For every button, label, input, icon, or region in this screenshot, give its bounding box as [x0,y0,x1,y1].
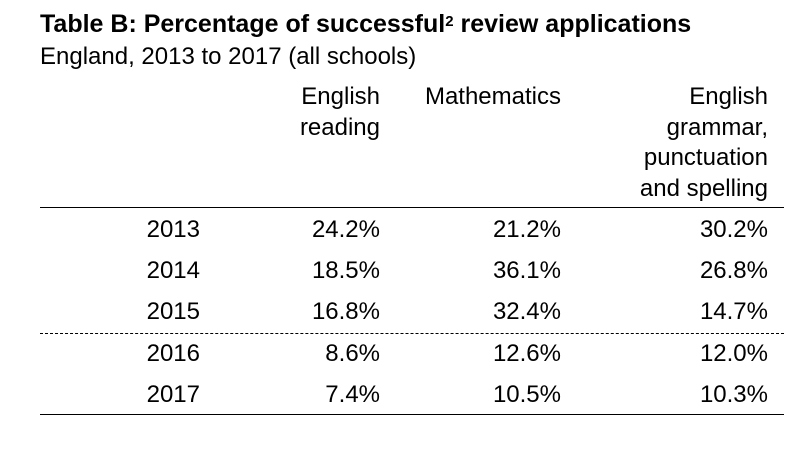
cell-2017-english-reading: 7.4% [325,381,380,408]
dashed-separator [40,333,784,334]
cell-2014-mathematics: 36.1% [492,257,561,284]
cell-2016-mathematics: 12.6% [492,340,561,367]
cell-2017-english-gps: 10.3% [699,381,768,408]
column-header-english-gps: English grammar, punctuation and spellin… [639,83,768,202]
row-year-2015: 2015 [146,298,200,325]
cell-2016-english-reading: 8.6% [325,340,380,367]
cell-2015-english-gps: 14.7% [699,298,768,325]
table-title-text-end: review applications [453,10,692,38]
row-year-2013: 2013 [146,216,200,243]
footnote-marker: 2 [445,13,454,30]
column-header-english-reading: English reading [299,83,380,141]
cell-2014-english-gps: 26.8% [699,257,768,284]
table-title: Table B: Percentage of successful2 revie… [40,9,691,39]
table-title-text: Table B: Percentage of successful [40,10,446,38]
column-header-mathematics: Mathematics [424,83,561,110]
cell-2015-mathematics: 32.4% [492,298,561,325]
cell-2017-mathematics: 10.5% [492,381,561,408]
row-year-2017: 2017 [146,381,200,408]
table-subtitle: England, 2013 to 2017 (all schools) [40,43,417,70]
cell-2013-english-gps: 30.2% [699,216,768,243]
cell-2015-english-reading: 16.8% [311,298,380,325]
cell-2013-english-reading: 24.2% [311,216,380,243]
header-rule [40,207,784,208]
cell-2013-mathematics: 21.2% [492,216,561,243]
cell-2014-english-reading: 18.5% [311,257,380,284]
row-year-2016: 2016 [146,340,200,367]
row-year-2014: 2014 [146,257,200,284]
footer-rule [40,414,784,415]
cell-2016-english-gps: 12.0% [699,340,768,367]
